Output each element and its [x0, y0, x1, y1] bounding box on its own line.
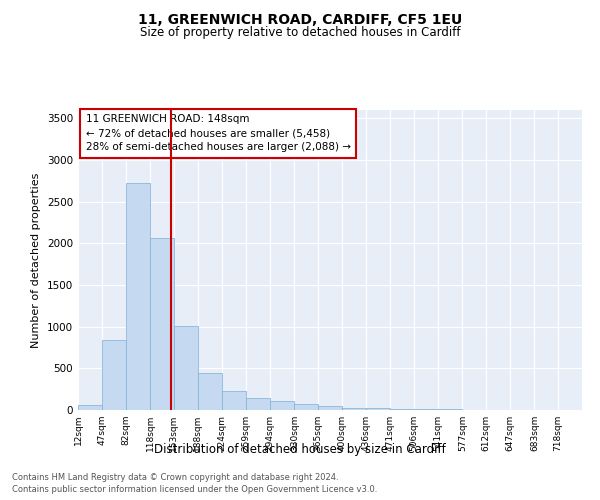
Text: Distribution of detached houses by size in Cardiff: Distribution of detached houses by size … [154, 442, 446, 456]
Bar [78, 406, 102, 410]
Text: Size of property relative to detached houses in Cardiff: Size of property relative to detached ho… [140, 26, 460, 39]
Bar [318, 406, 342, 410]
Bar [342, 408, 367, 410]
Bar [174, 326, 198, 410]
Text: Contains HM Land Registry data © Crown copyright and database right 2024.: Contains HM Land Registry data © Crown c… [12, 472, 338, 482]
Bar [294, 404, 318, 410]
Bar [198, 372, 222, 410]
Bar [390, 409, 414, 410]
Text: Contains public sector information licensed under the Open Government Licence v3: Contains public sector information licen… [12, 485, 377, 494]
Text: 11 GREENWICH ROAD: 148sqm
← 72% of detached houses are smaller (5,458)
28% of se: 11 GREENWICH ROAD: 148sqm ← 72% of detac… [86, 114, 350, 152]
Bar [102, 340, 125, 410]
Y-axis label: Number of detached properties: Number of detached properties [31, 172, 41, 348]
Bar [367, 408, 390, 410]
Bar [270, 401, 294, 410]
Bar [125, 184, 150, 410]
Bar [150, 238, 174, 410]
Text: 11, GREENWICH ROAD, CARDIFF, CF5 1EU: 11, GREENWICH ROAD, CARDIFF, CF5 1EU [138, 12, 462, 26]
Bar [222, 391, 246, 410]
Bar [414, 409, 438, 410]
Bar [246, 398, 270, 410]
